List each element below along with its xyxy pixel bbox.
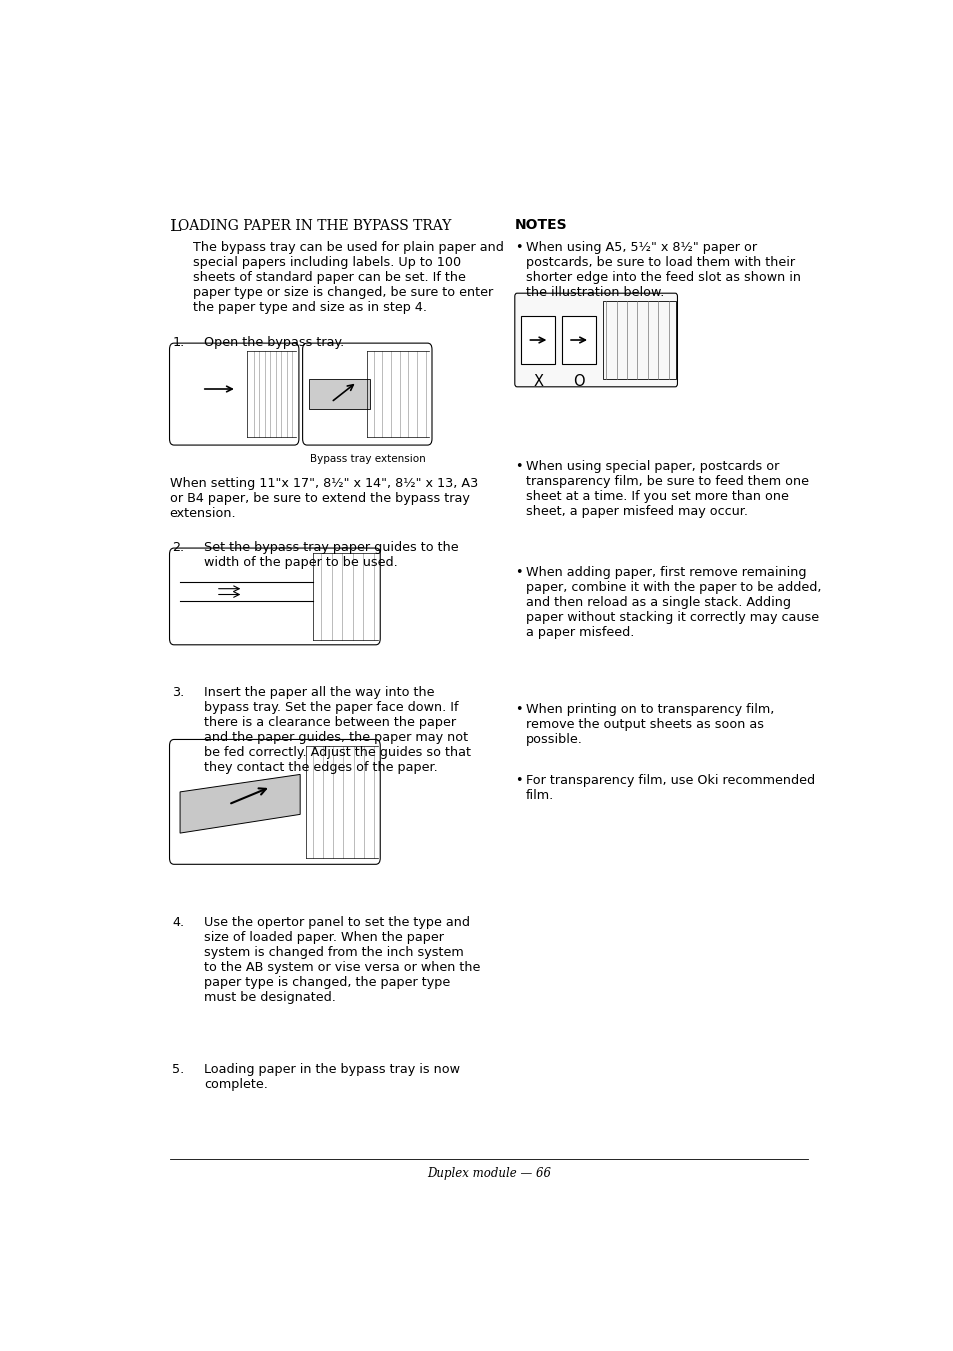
- Text: When using A5, 5½" x 8½" paper or
postcards, be sure to load them with their
sho: When using A5, 5½" x 8½" paper or postca…: [525, 242, 801, 299]
- Text: When printing on to transparency film,
remove the output sheets as soon as
possi: When printing on to transparency film, r…: [525, 703, 774, 746]
- Text: When adding paper, first remove remaining
paper, combine it with the paper to be: When adding paper, first remove remainin…: [525, 566, 821, 639]
- Text: 4.: 4.: [172, 916, 185, 929]
- Bar: [602, 301, 675, 380]
- FancyBboxPatch shape: [170, 343, 298, 444]
- Text: •: •: [515, 703, 521, 716]
- Bar: [520, 316, 555, 365]
- Text: 3.: 3.: [172, 686, 185, 700]
- Text: NOTES: NOTES: [515, 218, 567, 232]
- Polygon shape: [309, 378, 370, 409]
- Text: OADING PAPER IN THE BYPASS TRAY: OADING PAPER IN THE BYPASS TRAY: [178, 219, 451, 232]
- FancyBboxPatch shape: [170, 739, 380, 865]
- Text: X: X: [533, 374, 543, 389]
- Text: Loading paper in the bypass tray is now
complete.: Loading paper in the bypass tray is now …: [204, 1063, 459, 1092]
- Text: Open the bypass tray.: Open the bypass tray.: [204, 336, 344, 349]
- Text: Duplex module — 66: Duplex module — 66: [427, 1167, 550, 1179]
- Text: •: •: [515, 566, 521, 578]
- Text: •: •: [515, 459, 521, 473]
- Polygon shape: [180, 774, 300, 834]
- Text: •: •: [515, 242, 521, 254]
- Text: L: L: [170, 218, 181, 235]
- Text: For transparency film, use Oki recommended
film.: For transparency film, use Oki recommend…: [525, 774, 814, 801]
- Text: When setting 11"x 17", 8½" x 14", 8½" x 13, A3
or B4 paper, be sure to extend th: When setting 11"x 17", 8½" x 14", 8½" x …: [170, 477, 477, 520]
- Text: Insert the paper all the way into the
bypass tray. Set the paper face down. If
t: Insert the paper all the way into the by…: [204, 686, 471, 774]
- Text: When using special paper, postcards or
transparency film, be sure to feed them o: When using special paper, postcards or t…: [525, 459, 808, 517]
- FancyBboxPatch shape: [302, 343, 432, 444]
- Text: 5.: 5.: [172, 1063, 185, 1075]
- FancyBboxPatch shape: [170, 549, 380, 644]
- Text: Bypass tray extension: Bypass tray extension: [310, 454, 425, 463]
- Text: 2.: 2.: [172, 540, 185, 554]
- Text: •: •: [515, 774, 521, 786]
- Text: 1.: 1.: [172, 336, 185, 349]
- Bar: [561, 316, 596, 365]
- Text: Set the bypass tray paper guides to the
width of the paper to be used.: Set the bypass tray paper guides to the …: [204, 540, 458, 569]
- Text: O: O: [573, 374, 584, 389]
- Text: The bypass tray can be used for plain paper and
special papers including labels.: The bypass tray can be used for plain pa…: [193, 242, 503, 315]
- FancyBboxPatch shape: [515, 293, 677, 386]
- Text: Use the opertor panel to set the type and
size of loaded paper. When the paper
s: Use the opertor panel to set the type an…: [204, 916, 480, 1004]
